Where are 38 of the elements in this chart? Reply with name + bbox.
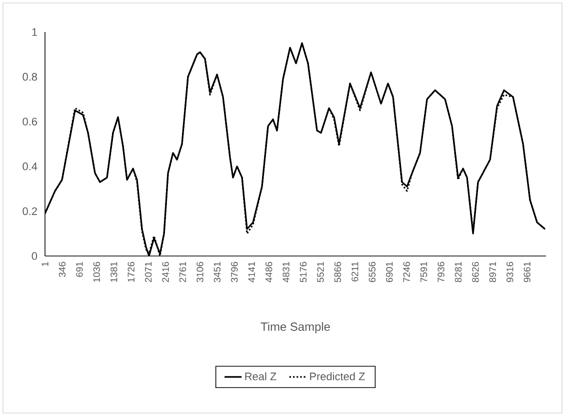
y-tick-label: 1 bbox=[32, 28, 37, 36]
x-tick-label: 2416 bbox=[162, 262, 169, 282]
x-tick-label: 6901 bbox=[386, 262, 393, 282]
x-tick-label: 7246 bbox=[403, 262, 410, 282]
x-tick-label: 9316 bbox=[506, 262, 514, 282]
x-tick-label: 6556 bbox=[368, 262, 376, 282]
x-tick-label: 3106 bbox=[196, 262, 204, 282]
x-tick-label: 1 bbox=[42, 262, 48, 266]
x-tick-label: 6211 bbox=[352, 262, 358, 282]
x-tick-label: 2071 bbox=[144, 262, 152, 282]
y-tick-label: 0 bbox=[32, 252, 38, 260]
legend-label: Real Z bbox=[245, 372, 276, 380]
x-tick-label: 1726 bbox=[128, 262, 134, 282]
y-tick-label: 0.6 bbox=[22, 118, 38, 126]
x-tick-label: 3451 bbox=[214, 262, 221, 282]
x-tick-label: 7936 bbox=[438, 262, 444, 282]
y-tick-label: 0.2 bbox=[22, 207, 37, 216]
x-tick-label: 4141 bbox=[248, 262, 255, 282]
x-tick-label: 5176 bbox=[300, 262, 307, 282]
x-tick-label: 3796 bbox=[231, 262, 238, 282]
x-tick-label: 1381 bbox=[110, 262, 118, 282]
x-tick-label: 4831 bbox=[282, 262, 290, 282]
x-tick-label: 691 bbox=[76, 262, 83, 277]
x-tick-label: 5866 bbox=[334, 262, 342, 282]
x-tick-label: 346 bbox=[58, 262, 66, 277]
x-tick-label: 8626 bbox=[472, 262, 479, 282]
x-tick-label: 5521 bbox=[317, 262, 324, 282]
x-tick-label: 9661 bbox=[524, 262, 530, 282]
x-axis-title: Time Sample bbox=[260, 322, 330, 334]
x-tick-label: 8281 bbox=[454, 262, 462, 282]
y-tick-label: 0.4 bbox=[22, 162, 38, 170]
legend-label: Predicted Z bbox=[310, 372, 365, 380]
y-tick-label: 0.8 bbox=[22, 72, 38, 81]
x-tick-label: 8971 bbox=[489, 262, 496, 282]
x-tick-label: 7591 bbox=[420, 262, 428, 282]
x-tick-label: 2761 bbox=[179, 262, 186, 282]
x-tick-label: 1036 bbox=[93, 262, 100, 282]
x-tick-label: 4486 bbox=[265, 262, 272, 282]
